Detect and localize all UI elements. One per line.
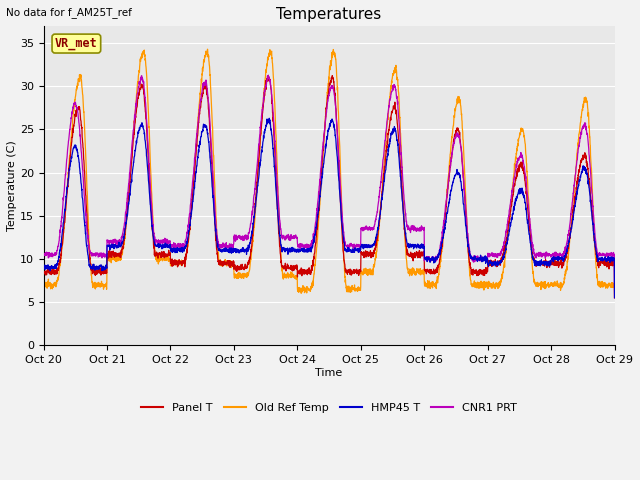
Legend: Panel T, Old Ref Temp, HMP45 T, CNR1 PRT: Panel T, Old Ref Temp, HMP45 T, CNR1 PRT <box>136 398 522 418</box>
X-axis label: Time: Time <box>316 368 342 378</box>
Y-axis label: Temperature (C): Temperature (C) <box>7 140 17 231</box>
Text: VR_met: VR_met <box>55 37 98 50</box>
Text: No data for f_AM25T_ref: No data for f_AM25T_ref <box>6 7 132 18</box>
Title: Temperatures: Temperatures <box>276 7 381 22</box>
